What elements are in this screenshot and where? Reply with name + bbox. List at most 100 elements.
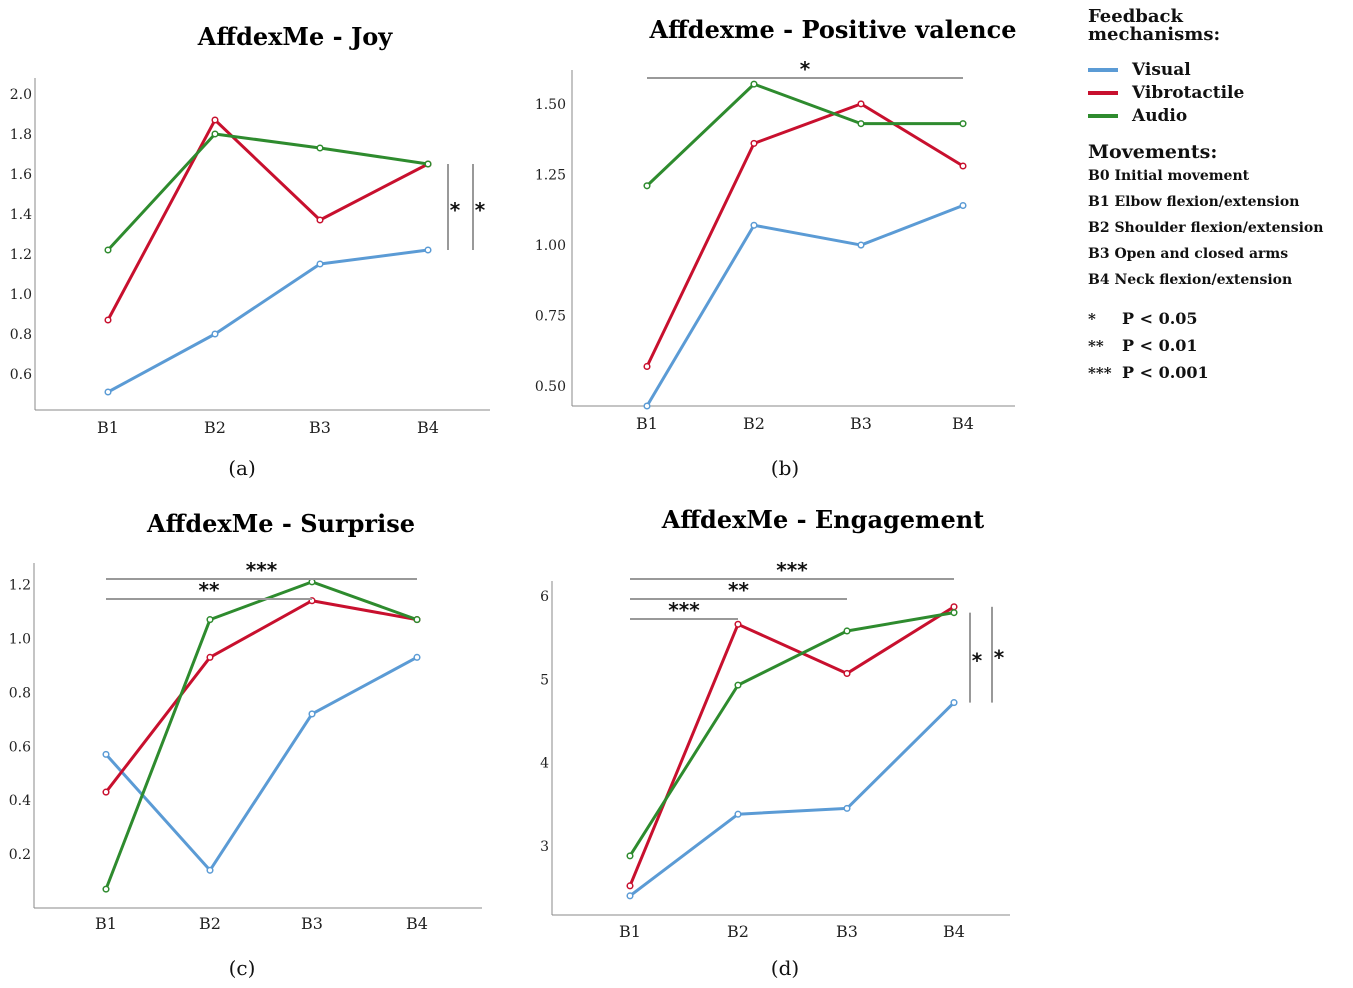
data-point-vibrotactile (104, 316, 112, 324)
data-point-vibrotactile (857, 100, 865, 108)
y-tick-label: 1.4 (10, 207, 32, 223)
y-tick-label: 1.0 (9, 631, 31, 647)
y-tick-label: 0.8 (9, 685, 31, 701)
x-tick-label: B2 (199, 914, 221, 933)
y-tick-label: 5 (540, 672, 549, 688)
data-point-audio (424, 160, 432, 168)
series-line-audio (628, 611, 955, 857)
y-tick-label: 4 (540, 756, 549, 772)
significance-label: *** (776, 558, 808, 582)
series-line-visual (107, 248, 429, 394)
positive-valence-chart-svg: Affdexme - Positive valence 0.50 0.75 1.00 1… (535, 15, 1017, 480)
data-point-audio (750, 80, 758, 88)
y-tick-label: 0.6 (10, 367, 32, 383)
data-point-visual (206, 866, 214, 874)
panel-label: (c) (229, 956, 256, 980)
movement-b0: B0 Initial movement (1088, 168, 1250, 184)
significance-label: * (972, 649, 983, 673)
data-point-audio (104, 246, 112, 254)
chart-panel-surprise: AffdexMe - Surprise 0.2 0.4 0.6 0.8 1.0 1.2 B1 B… (0, 495, 520, 988)
x-tick-label: B4 (417, 418, 439, 437)
data-point-audio (857, 120, 865, 128)
pvalue-text: P < 0.01 (1122, 336, 1198, 355)
significance-label: * (994, 646, 1005, 670)
pvalue-row: ** P < 0.01 (1088, 332, 1350, 359)
data-point-vibrotactile (843, 669, 851, 678)
data-point-visual (102, 750, 110, 758)
chart-panel-joy: AffdexMe - Joy 0.6 0.8 1.0 1.2 1.4 1.6 1.8 2.0 B1… (0, 0, 520, 490)
legend-label-visual: Visual (1132, 59, 1191, 80)
chart-title: AffdexMe - Joy (197, 22, 394, 51)
pvalue-row: *** P < 0.001 (1088, 359, 1350, 386)
x-tick-label: B3 (850, 414, 872, 433)
data-point-visual (950, 699, 958, 707)
x-tick-label: B1 (97, 418, 119, 437)
series-line-vibrotactile (645, 102, 964, 368)
pvalue-stars: ** (1088, 336, 1104, 355)
data-point-visual (643, 402, 651, 410)
pvalue-stars: *** (1088, 363, 1112, 382)
x-tick-label: B2 (743, 414, 765, 433)
joy-chart-svg: AffdexMe - Joy 0.6 0.8 1.0 1.2 1.4 1.6 1.8 2.0 B1… (10, 22, 490, 480)
y-tick-label: 1.2 (9, 578, 31, 594)
legend-swatch-audio (1088, 113, 1118, 118)
legend-label-vibrotactile: Vibrotactile (1132, 82, 1245, 103)
y-tick-label: 0.2 (9, 847, 31, 863)
x-tick-label: B3 (836, 922, 858, 941)
data-point-audio (959, 120, 967, 128)
y-tick-label: 1.25 (535, 167, 566, 183)
data-point-audio (316, 144, 324, 152)
y-tick-label: 0.75 (535, 309, 566, 325)
data-point-visual (959, 201, 967, 210)
significance-label: *** (246, 558, 278, 582)
significance-label: ** (728, 578, 749, 602)
y-tick-label: 0.4 (9, 793, 31, 809)
significance-label: ** (199, 578, 220, 602)
x-tick-label: B2 (727, 922, 749, 941)
feedback-heading: Feedback mechanisms: (1088, 6, 1221, 45)
series-line-visual (629, 701, 956, 898)
y-tick-label: 2.0 (10, 87, 32, 103)
x-tick-label: B4 (943, 922, 965, 941)
movements-list: B0 Initial movement B1 Elbow flexion/ext… (1088, 163, 1350, 293)
significance-label: *** (668, 598, 700, 622)
x-tick-label: B1 (619, 922, 641, 941)
data-point-visual (424, 246, 432, 254)
data-point-visual (211, 330, 219, 338)
panel-label: (a) (228, 456, 256, 480)
data-point-vibrotactile (102, 788, 110, 796)
series-line-visual (645, 204, 964, 407)
pvalue-stars: * (1088, 309, 1096, 328)
y-tick-label: 0.8 (10, 327, 32, 343)
series-line-vibrotactile (104, 599, 418, 794)
series-line-vibrotactile (628, 605, 955, 887)
x-tick-label: B4 (952, 414, 974, 433)
data-point-vibrotactile (750, 139, 758, 147)
y-tick-label: 0.50 (535, 379, 566, 395)
legend-item-vibrotactile: Vibrotactile (1088, 81, 1350, 104)
y-tick-label: 1.2 (10, 247, 32, 263)
y-tick-label: 6 (540, 589, 549, 605)
pvalue-key: * P < 0.05 ** P < 0.01 *** P < 0.001 (1088, 305, 1350, 386)
movements-heading: Movements: (1088, 141, 1218, 163)
movement-b4: B4 Neck flexion/extension (1088, 272, 1293, 288)
chart-title: AffdexMe - Surprise (146, 509, 415, 538)
panel-label: (b) (771, 456, 799, 480)
series-line-audio (106, 132, 429, 252)
data-point-vibrotactile (950, 603, 958, 611)
data-point-visual (308, 710, 316, 718)
x-tick-label: B1 (636, 414, 658, 433)
movement-b1: B1 Elbow flexion/extension (1088, 194, 1300, 210)
pvalue-row: * P < 0.05 (1088, 305, 1350, 332)
chart-title: Affdexme - Positive valence (648, 15, 1016, 44)
x-tick-label: B4 (406, 914, 428, 933)
y-tick-label: 0.6 (9, 739, 31, 755)
data-point-visual (734, 810, 742, 818)
y-tick-label: 3 (540, 839, 549, 855)
legend: Feedback mechanisms: Visual Vibrotactile… (1088, 8, 1350, 386)
data-point-vibrotactile (211, 116, 219, 124)
movement-b3: B3 Open and closed arms (1088, 246, 1289, 262)
y-tick-label: 1.8 (10, 127, 32, 143)
data-point-visual (857, 241, 865, 249)
